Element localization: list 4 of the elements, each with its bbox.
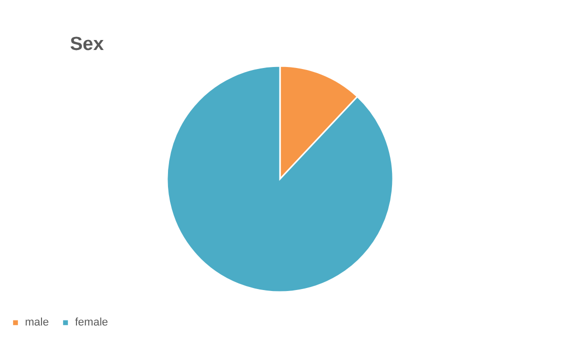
chart-title: Sex xyxy=(70,34,104,55)
legend-label: female xyxy=(75,316,108,329)
pie-slice xyxy=(166,65,394,293)
legend-label: male xyxy=(25,316,49,329)
